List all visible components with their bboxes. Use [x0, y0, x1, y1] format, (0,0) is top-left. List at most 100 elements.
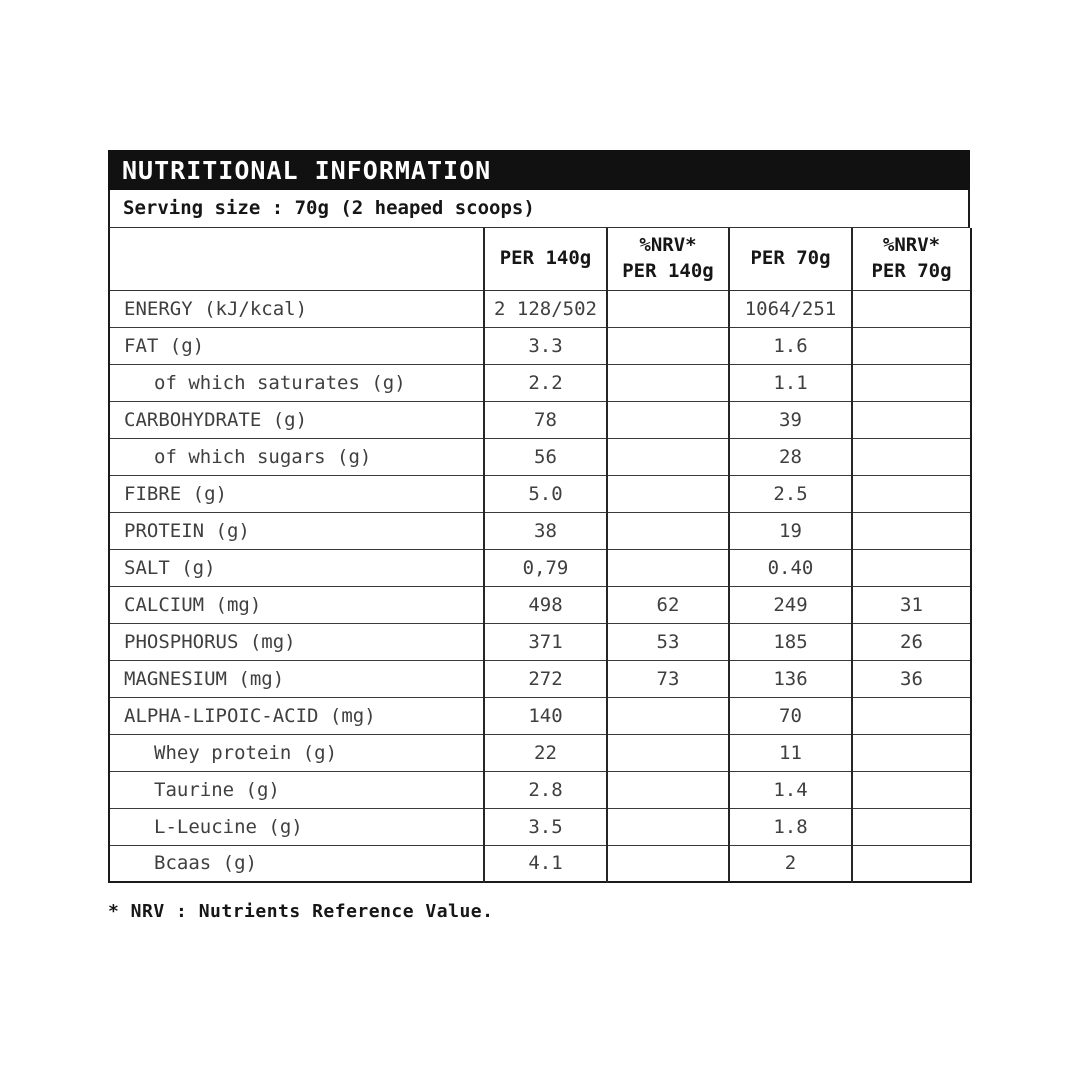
value-per-70g: 249 [728, 585, 852, 623]
row-label: CALCIUM (mg) [109, 585, 484, 623]
value-per-70g: 1.1 [728, 363, 852, 401]
value-nrv-140g [606, 807, 729, 845]
value-per-70g: 11 [728, 733, 852, 771]
row-label: FIBRE (g) [109, 474, 484, 512]
value-nrv-70g [851, 437, 971, 475]
table-row: of which saturates (g) 2.2 1.1 [109, 363, 971, 401]
value-nrv-140g [606, 770, 729, 808]
value-nrv-140g [606, 400, 729, 438]
value-per-140g: 38 [483, 511, 607, 549]
table-title: NUTRITIONAL INFORMATION [122, 156, 492, 185]
value-nrv-70g [851, 807, 971, 845]
table-row: Bcaas (g) 4.1 2 [109, 844, 971, 882]
table-row: FAT (g) 3.3 1.6 [109, 326, 971, 364]
table-row: Taurine (g) 2.8 1.4 [109, 770, 971, 808]
value-nrv-140g: 73 [606, 659, 729, 697]
value-nrv-140g [606, 733, 729, 771]
nutrition-panel: NUTRITIONAL INFORMATION Serving size : 7… [108, 150, 972, 883]
row-label: Bcaas (g) [109, 844, 484, 882]
value-per-70g: 19 [728, 511, 852, 549]
serving-size-row: Serving size : 70g (2 heaped scoops) [108, 190, 970, 228]
table-row: PROTEIN (g) 38 19 [109, 511, 971, 549]
value-nrv-70g [851, 548, 971, 586]
value-nrv-140g [606, 511, 729, 549]
table-row: Whey protein (g) 22 11 [109, 733, 971, 771]
value-nrv-70g [851, 733, 971, 771]
column-header-per-70g: PER 70g [728, 228, 852, 291]
value-per-70g: 39 [728, 400, 852, 438]
value-nrv-70g [851, 474, 971, 512]
value-nrv-70g [851, 326, 971, 364]
value-per-70g: 2.5 [728, 474, 852, 512]
value-nrv-140g: 53 [606, 622, 729, 660]
value-per-70g: 2 [728, 844, 852, 882]
table-title-bar: NUTRITIONAL INFORMATION [108, 150, 970, 190]
table-row: FIBRE (g) 5.0 2.5 [109, 474, 971, 512]
value-nrv-140g [606, 326, 729, 364]
value-per-140g: 78 [483, 400, 607, 438]
nutrition-rows: ENERGY (kJ/kcal) 2 128/502 1064/251 FAT (g)… [109, 289, 971, 882]
value-per-140g: 4.1 [483, 844, 607, 882]
value-per-70g: 136 [728, 659, 852, 697]
value-per-140g: 3.3 [483, 326, 607, 364]
value-nrv-70g: 36 [851, 659, 971, 697]
value-nrv-140g: 62 [606, 585, 729, 623]
value-nrv-70g [851, 770, 971, 808]
row-label: ALPHA-LIPOIC-ACID (mg) [109, 696, 484, 734]
row-label: ENERGY (kJ/kcal) [109, 289, 484, 327]
value-nrv-70g [851, 363, 971, 401]
nrv-footnote: * NRV : Nutrients Reference Value. [108, 901, 494, 922]
value-per-140g: 272 [483, 659, 607, 697]
table-row: PHOSPHORUS (mg) 371 53 185 26 [109, 622, 971, 660]
value-per-70g: 1.6 [728, 326, 852, 364]
value-per-70g: 185 [728, 622, 852, 660]
row-label: CARBOHYDRATE (g) [109, 400, 484, 438]
table-row: CARBOHYDRATE (g) 78 39 [109, 400, 971, 438]
row-label: SALT (g) [109, 548, 484, 586]
column-header-nrv-70g: %NRV* PER 70g [851, 228, 971, 291]
value-per-140g: 22 [483, 733, 607, 771]
value-nrv-70g [851, 696, 971, 734]
row-label: PROTEIN (g) [109, 511, 484, 549]
value-nrv-70g [851, 289, 971, 327]
value-per-70g: 1.4 [728, 770, 852, 808]
value-per-140g: 2.8 [483, 770, 607, 808]
value-per-70g: 1.8 [728, 807, 852, 845]
row-label: PHOSPHORUS (mg) [109, 622, 484, 660]
value-nrv-140g [606, 696, 729, 734]
table-row: SALT (g) 0,79 0.40 [109, 548, 971, 586]
value-per-140g: 3.5 [483, 807, 607, 845]
value-per-140g: 371 [483, 622, 607, 660]
row-label: L-Leucine (g) [109, 807, 484, 845]
value-nrv-140g [606, 437, 729, 475]
row-label: MAGNESIUM (mg) [109, 659, 484, 697]
serving-size-text: Serving size : 70g (2 heaped scoops) [123, 197, 535, 219]
row-label: FAT (g) [109, 326, 484, 364]
table-row: ALPHA-LIPOIC-ACID (mg) 140 70 [109, 696, 971, 734]
value-per-140g: 5.0 [483, 474, 607, 512]
value-nrv-140g [606, 548, 729, 586]
table-row: L-Leucine (g) 3.5 1.8 [109, 807, 971, 845]
column-header-per-140g: PER 140g [483, 228, 607, 291]
value-per-140g: 140 [483, 696, 607, 734]
row-label: Whey protein (g) [109, 733, 484, 771]
value-nrv-140g [606, 474, 729, 512]
row-label: Taurine (g) [109, 770, 484, 808]
value-per-140g: 56 [483, 437, 607, 475]
value-per-140g: 0,79 [483, 548, 607, 586]
value-per-140g: 2.2 [483, 363, 607, 401]
value-nrv-70g [851, 844, 971, 882]
value-nrv-70g: 31 [851, 585, 971, 623]
table-row: CALCIUM (mg) 498 62 249 31 [109, 585, 971, 623]
value-per-70g: 0.40 [728, 548, 852, 586]
value-nrv-70g [851, 511, 971, 549]
value-per-140g: 498 [483, 585, 607, 623]
nutrition-facts-table: PER 140g %NRV* PER 140g PER 70g %NRV* PE… [108, 228, 972, 883]
value-per-70g: 1064/251 [728, 289, 852, 327]
table-row: MAGNESIUM (mg) 272 73 136 36 [109, 659, 971, 697]
table-row: of which sugars (g) 56 28 [109, 437, 971, 475]
column-header-nutrient [109, 228, 484, 291]
value-nrv-140g [606, 844, 729, 882]
value-nrv-70g [851, 400, 971, 438]
